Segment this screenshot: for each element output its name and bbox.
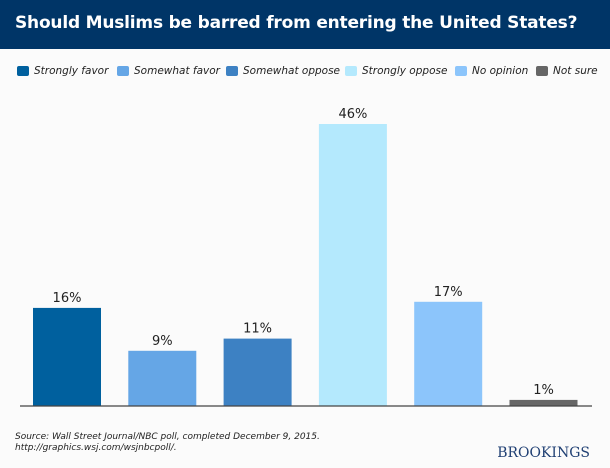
legend-label: Strongly oppose bbox=[362, 65, 448, 77]
legend-swatch bbox=[455, 66, 467, 76]
bar-not-sure bbox=[509, 399, 578, 406]
legend: Strongly favor Somewhat favor Somewhat o… bbox=[0, 65, 610, 81]
legend-swatch bbox=[117, 66, 129, 76]
legend-item-strongly-favor: Strongly favor bbox=[17, 65, 108, 77]
bar-no-opinion bbox=[414, 301, 483, 406]
legend-label: Somewhat favor bbox=[134, 65, 220, 77]
source-note: Source: Wall Street Journal/NBC poll, co… bbox=[15, 432, 320, 454]
data-label: 16% bbox=[53, 291, 82, 306]
legend-swatch bbox=[226, 66, 238, 76]
legend-swatch bbox=[345, 66, 357, 76]
legend-label: Somewhat oppose bbox=[243, 65, 341, 77]
data-label: 1% bbox=[533, 383, 554, 398]
legend-item-not-sure: Not sure bbox=[536, 65, 598, 77]
title-bar: Should Muslims be barred from entering t… bbox=[0, 0, 610, 49]
data-label: 9% bbox=[152, 334, 173, 349]
bar-somewhat-oppose bbox=[223, 338, 292, 406]
source-url: http://graphics.wsj.com/wsjnbcpoll/. bbox=[15, 443, 177, 453]
legend-label: Not sure bbox=[553, 65, 598, 77]
source-line: Source: Wall Street Journal/NBC poll, co… bbox=[15, 432, 320, 442]
legend-swatch bbox=[17, 66, 29, 76]
legend-label: No opinion bbox=[472, 65, 529, 77]
chart-title: Should Muslims be barred from entering t… bbox=[15, 13, 578, 33]
bar-strongly-favor bbox=[33, 307, 101, 406]
bar-strongly-oppose bbox=[318, 124, 387, 406]
legend-item-strongly-oppose: Strongly oppose bbox=[345, 65, 447, 77]
brookings-logo: BROOKINGS bbox=[497, 445, 590, 461]
legend-item-somewhat-oppose: Somewhat oppose bbox=[226, 65, 340, 77]
legend-item-no-opinion: No opinion bbox=[455, 65, 528, 77]
legend-item-somewhat-favor: Somewhat favor bbox=[117, 65, 220, 77]
data-label: 46% bbox=[338, 107, 367, 122]
legend-swatch bbox=[536, 66, 548, 76]
bar-somewhat-favor bbox=[128, 350, 197, 406]
data-label: 11% bbox=[243, 322, 272, 337]
bars-group bbox=[33, 124, 578, 406]
data-label: 17% bbox=[434, 285, 463, 300]
legend-label: Strongly favor bbox=[34, 65, 109, 77]
data-labels-group: 16% 9% 11% 46% 17% 1% bbox=[53, 107, 554, 398]
